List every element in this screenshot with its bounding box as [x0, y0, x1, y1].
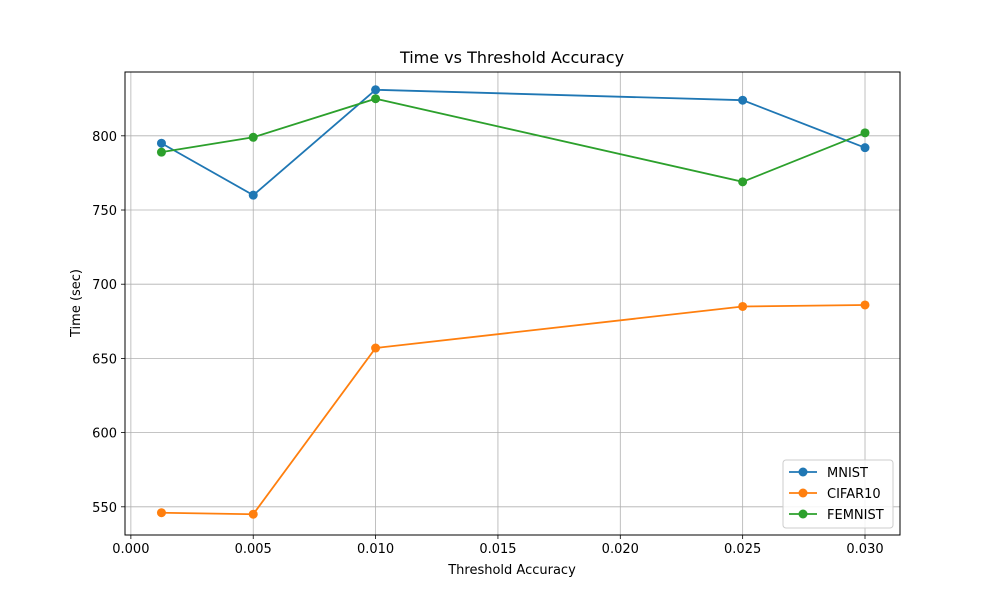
series-layer: [156, 85, 870, 519]
data-point-mnist: [738, 95, 748, 105]
x-tick-label: 0.005: [235, 542, 272, 557]
y-axis-label: Time (sec): [69, 269, 84, 338]
data-point-femnist: [738, 177, 748, 187]
data-point-cifar10: [248, 509, 258, 519]
y-tick-label: 600: [92, 427, 117, 442]
legend-swatch-marker-cifar10: [798, 488, 808, 498]
legend-label-mnist: MNIST: [827, 466, 868, 481]
y-tick-label: 750: [92, 204, 117, 219]
legend-swatch-marker-femnist: [798, 509, 808, 519]
y-tick-label: 800: [92, 130, 117, 145]
data-point-cifar10: [738, 301, 748, 311]
plot-frame: [124, 71, 901, 536]
grid-layer: [125, 72, 900, 535]
data-point-mnist: [860, 143, 870, 153]
legend-swatch-marker-mnist: [798, 467, 808, 477]
data-point-mnist: [371, 85, 381, 95]
data-point-femnist: [371, 94, 381, 104]
y-tick-label: 650: [92, 352, 117, 367]
chart-title: Time vs Threshold Accuracy: [399, 48, 624, 67]
y-tick-label: 550: [92, 501, 117, 516]
data-point-mnist: [248, 190, 258, 200]
x-tick-label: 0.025: [724, 542, 761, 557]
x-axis-label: Threshold Accuracy: [447, 563, 576, 578]
data-point-cifar10: [156, 508, 166, 518]
legend: MNIST CIFAR10 FEMNIST: [782, 459, 894, 529]
y-tick-label: 700: [92, 278, 117, 293]
tick-layer: 0.000 0.005 0.010 0.015 0.020 0.025 0.030 550 60…: [92, 130, 883, 557]
x-tick-label: 0.030: [846, 542, 883, 557]
legend-label-cifar10: CIFAR10: [827, 487, 881, 502]
data-point-cifar10: [371, 343, 381, 353]
data-point-femnist: [248, 132, 258, 142]
x-tick-label: 0.000: [112, 542, 149, 557]
legend-box: [782, 459, 894, 529]
data-point-cifar10: [860, 300, 870, 310]
x-tick-label: 0.015: [479, 542, 516, 557]
legend-label-femnist: FEMNIST: [827, 508, 884, 523]
data-point-femnist: [860, 128, 870, 138]
data-point-femnist: [156, 147, 166, 157]
x-tick-label: 0.010: [357, 542, 394, 557]
data-point-mnist: [156, 138, 166, 148]
x-tick-label: 0.020: [602, 542, 639, 557]
